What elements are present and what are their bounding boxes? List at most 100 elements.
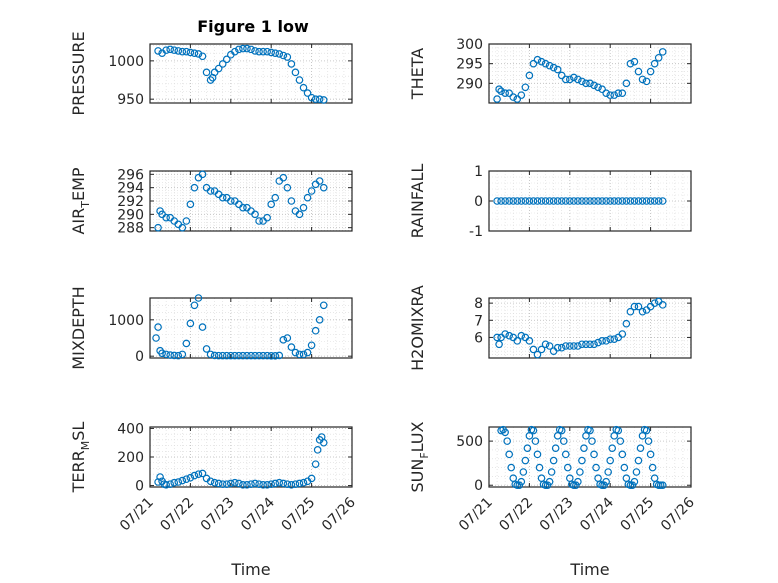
data-point xyxy=(578,456,586,465)
y-axis-label-main: PRESSURE xyxy=(69,31,88,115)
data-point xyxy=(598,85,606,94)
axes-pressure: 950 1000 PRESSURE xyxy=(69,31,353,116)
data-point xyxy=(549,197,558,205)
data-point xyxy=(537,474,546,482)
axes-box xyxy=(149,297,353,359)
data-point xyxy=(557,197,566,205)
data-point xyxy=(545,342,554,350)
y-tick-label: 8 xyxy=(474,296,483,312)
data-point xyxy=(590,197,598,205)
data-point xyxy=(275,351,284,360)
data-point xyxy=(210,478,219,487)
data-point xyxy=(574,342,582,350)
data-point xyxy=(529,345,538,354)
y-tick-label: 290 xyxy=(456,76,483,92)
data-point xyxy=(227,197,235,205)
data-point xyxy=(222,55,231,64)
data-point xyxy=(557,71,566,80)
data-point xyxy=(626,307,635,316)
y-axis-label: AIRTEMP xyxy=(69,167,92,234)
y-axis-label-tail: EMP xyxy=(69,167,88,201)
data-point xyxy=(287,481,296,489)
data-point xyxy=(614,197,623,205)
data-point xyxy=(630,477,639,486)
data-point xyxy=(630,302,639,311)
data-point xyxy=(582,197,590,205)
data-point xyxy=(559,437,568,445)
data-point xyxy=(279,51,288,60)
y-tick-label: 1000 xyxy=(108,54,144,70)
data-point xyxy=(267,480,276,488)
data-point xyxy=(166,351,175,359)
data-point xyxy=(239,481,247,489)
y-tick-label: 0 xyxy=(474,194,483,210)
data-point xyxy=(319,183,328,192)
y-axis-label: PRESSURE xyxy=(69,31,88,115)
data-point xyxy=(206,477,215,486)
data-point xyxy=(626,59,635,68)
data-point xyxy=(537,197,546,205)
figure-title: Figure 1 low xyxy=(197,17,309,36)
data-point xyxy=(239,203,247,212)
y-tick-label: 1000 xyxy=(108,313,144,329)
data-point xyxy=(186,48,195,57)
y-axis-label: MIXDEPTH xyxy=(69,286,88,369)
data-point xyxy=(279,479,288,488)
data-point xyxy=(210,351,219,360)
data-point xyxy=(202,345,211,353)
data-point xyxy=(642,77,651,86)
y-tick-label: 294 xyxy=(117,181,144,197)
y-axis-label-sub: T xyxy=(79,201,92,209)
data-point xyxy=(545,197,554,205)
data-point xyxy=(606,91,615,99)
y-axis-label: SUNFLUX xyxy=(408,421,431,492)
data-point xyxy=(218,60,227,68)
data-point xyxy=(198,170,207,179)
y-tick-label: 290 xyxy=(117,207,144,223)
data-point xyxy=(190,301,199,310)
data-point xyxy=(259,481,267,489)
data-point xyxy=(255,351,263,360)
data-point xyxy=(239,351,247,360)
data-point xyxy=(590,450,598,459)
data-point xyxy=(275,50,284,58)
y-axis-label: THETA xyxy=(408,48,427,100)
data-point xyxy=(218,193,227,202)
data-point xyxy=(319,438,328,447)
x-axis-label: Time xyxy=(569,560,609,579)
data-point xyxy=(521,197,530,205)
data-point xyxy=(630,57,639,66)
data-point xyxy=(594,338,602,347)
data-point xyxy=(606,335,615,343)
data-point xyxy=(574,197,582,205)
data-point xyxy=(182,47,191,56)
data-point xyxy=(259,47,267,56)
data-point xyxy=(271,479,280,488)
data-point xyxy=(537,57,546,66)
data-point xyxy=(307,187,316,195)
data-point xyxy=(182,475,191,483)
data-point xyxy=(303,193,312,202)
data-point xyxy=(255,47,263,56)
data-point xyxy=(561,450,570,459)
y-axis-label-sub: F xyxy=(418,452,431,458)
data-point xyxy=(642,197,651,205)
data-point xyxy=(578,197,586,205)
data-point xyxy=(313,446,322,454)
data-point xyxy=(570,197,578,205)
data-point xyxy=(650,197,659,205)
data-point xyxy=(606,197,615,205)
data-point xyxy=(616,437,625,445)
data-point xyxy=(206,76,215,84)
data-point xyxy=(152,334,160,342)
data-point xyxy=(646,197,655,205)
data-point xyxy=(174,478,183,486)
data-point xyxy=(315,95,324,103)
data-point xyxy=(218,480,227,488)
data-point xyxy=(602,337,610,345)
data-point xyxy=(602,89,610,97)
data-point xyxy=(222,351,231,360)
data-point xyxy=(553,343,562,352)
data-point xyxy=(295,210,304,219)
data-point xyxy=(251,479,259,488)
